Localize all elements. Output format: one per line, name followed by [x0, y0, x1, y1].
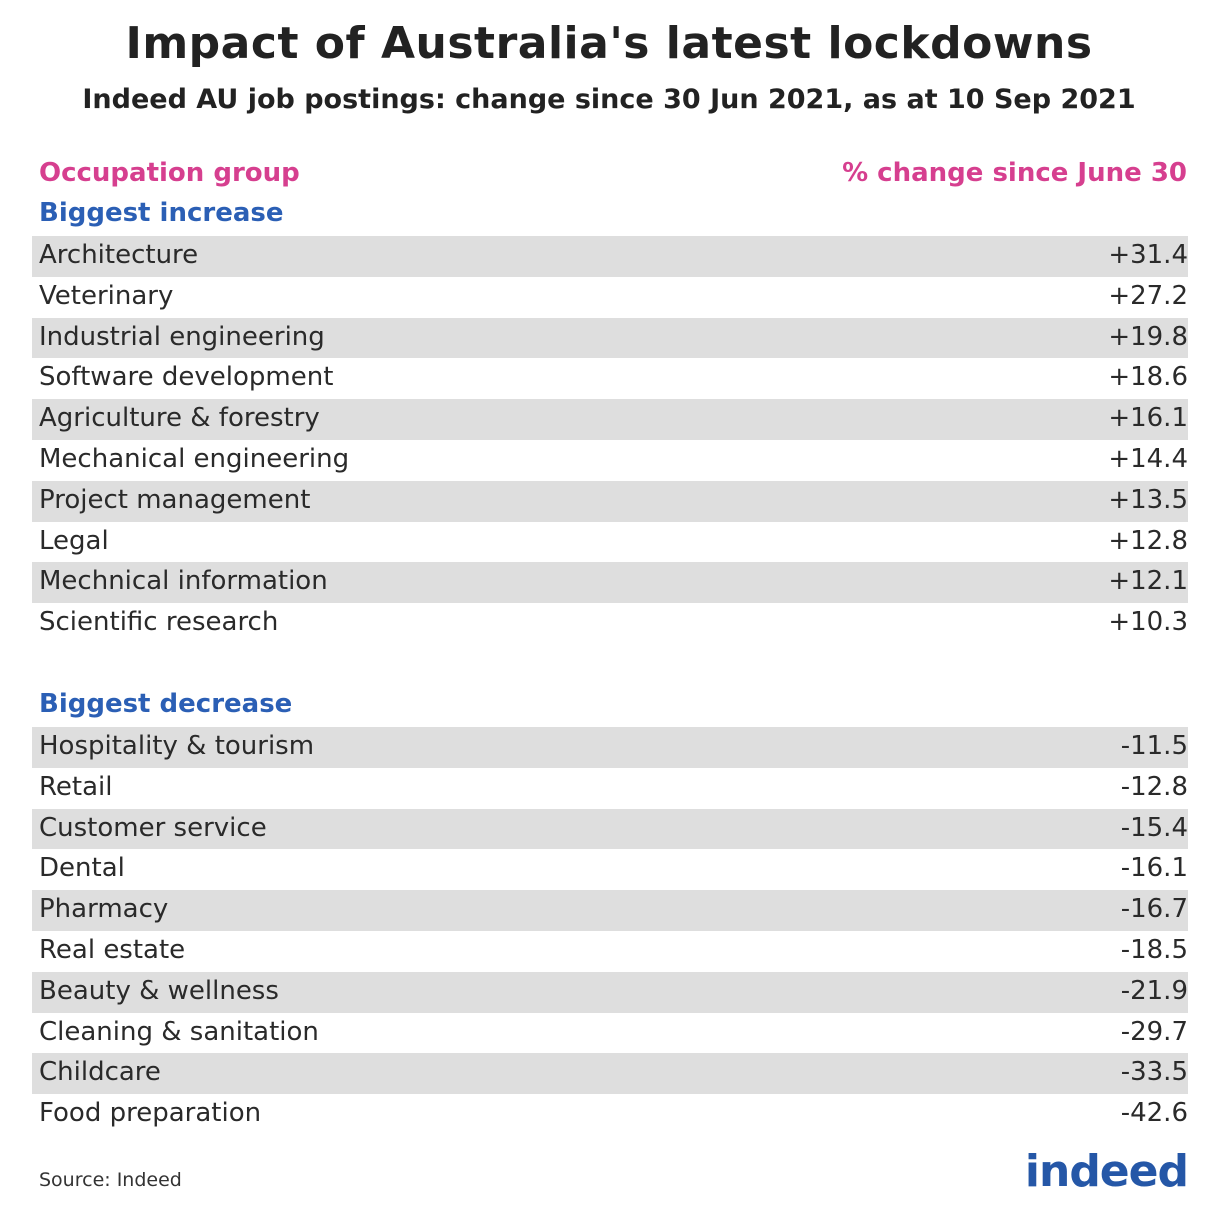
row-label: Agriculture & forestry: [39, 403, 320, 434]
table-row: Legal +12.8: [32, 522, 1188, 563]
table-row: Beauty & wellness -21.9: [32, 971, 1188, 1013]
row-value: +10.3: [1108, 607, 1188, 638]
table-row: Pharmacy -16.7: [32, 890, 1188, 931]
row-value: -29.7: [1120, 1016, 1188, 1047]
row-label: Customer service: [39, 812, 267, 843]
table-row: Industrial engineering +19.8: [32, 317, 1188, 359]
row-label: Real estate: [39, 934, 186, 965]
table-row: Real estate -18.5: [32, 931, 1188, 972]
table-row: Mechnical information +12.1: [32, 562, 1188, 604]
row-value: +27.2: [1108, 280, 1188, 311]
section-label-increase: Biggest increase: [39, 198, 284, 228]
table-row: Veterinary +27.2: [32, 277, 1188, 318]
table-row: Project management +13.5: [32, 480, 1188, 522]
row-label: Pharmacy: [39, 894, 169, 925]
row-label: Project management: [39, 484, 311, 515]
table-row: Customer service -15.4: [32, 808, 1188, 850]
source-note: Source: Indeed: [39, 1169, 182, 1191]
row-label: Food preparation: [39, 1098, 262, 1129]
row-label: Scientific research: [39, 607, 279, 638]
row-value: +19.8: [1108, 321, 1188, 352]
chart-subtitle: Indeed AU job postings: change since 30 …: [82, 84, 1136, 115]
row-value: +13.5: [1108, 484, 1188, 515]
row-label: Industrial engineering: [39, 321, 325, 352]
table-row: Mechanical engineering +14.4: [32, 440, 1188, 481]
row-value: +12.8: [1108, 525, 1188, 556]
table-row: Retail -12.8: [32, 768, 1188, 809]
column-header-occupation: Occupation group: [39, 158, 300, 188]
chart-title: Impact of Australia's latest lockdowns: [125, 18, 1093, 69]
row-value: -33.5: [1120, 1057, 1188, 1088]
row-label: Mechnical information: [39, 566, 328, 597]
table-increase: Architecture +31.4 Veterinary +27.2 Industri…: [32, 236, 1188, 644]
row-value: +14.4: [1108, 443, 1188, 474]
table-decrease: Hospitality & tourism -11.5 Retail -12.8 Cus…: [32, 727, 1188, 1135]
table-row: Software development +18.6: [32, 358, 1188, 399]
column-header-change: % change since June 30: [842, 158, 1187, 188]
row-label: Cleaning & sanitation: [39, 1016, 319, 1047]
row-label: Dental: [39, 853, 125, 884]
row-value: -16.7: [1120, 894, 1188, 925]
row-label: Hospitality & tourism: [39, 731, 315, 761]
row-label: Legal: [39, 525, 109, 556]
row-value: +12.1: [1108, 566, 1188, 597]
row-label: Beauty & wellness: [39, 975, 279, 1006]
table-row: Architecture +31.4: [32, 236, 1188, 277]
row-label: Veterinary: [39, 280, 174, 311]
section-label-decrease: Biggest decrease: [39, 689, 293, 719]
row-label: Software development: [39, 362, 334, 393]
table-row: Dental -16.1: [32, 849, 1188, 890]
table-row: Cleaning & sanitation -29.7: [32, 1013, 1188, 1054]
row-value: -15.4: [1120, 812, 1188, 843]
row-value: -21.9: [1120, 975, 1188, 1006]
table-row: Scientific research +10.3: [32, 603, 1188, 644]
indeed-logo: indeed: [1024, 1146, 1189, 1197]
row-value: -11.5: [1120, 731, 1188, 761]
row-value: -18.5: [1120, 934, 1188, 965]
row-value: +18.6: [1108, 362, 1188, 393]
row-label: Architecture: [39, 240, 199, 270]
row-label: Retail: [39, 771, 113, 802]
row-value: +16.1: [1108, 403, 1188, 434]
row-value: -42.6: [1120, 1098, 1188, 1129]
row-label: Mechanical engineering: [39, 443, 350, 474]
table-row: Food preparation -42.6: [32, 1094, 1188, 1135]
table-row: Childcare -33.5: [32, 1053, 1188, 1095]
row-value: +31.4: [1108, 240, 1188, 270]
row-value: -12.8: [1120, 771, 1188, 802]
table-row: Hospitality & tourism -11.5: [32, 727, 1188, 768]
table-row: Agriculture & forestry +16.1: [32, 399, 1188, 440]
row-value: -16.1: [1120, 853, 1188, 884]
row-label: Childcare: [39, 1057, 161, 1088]
